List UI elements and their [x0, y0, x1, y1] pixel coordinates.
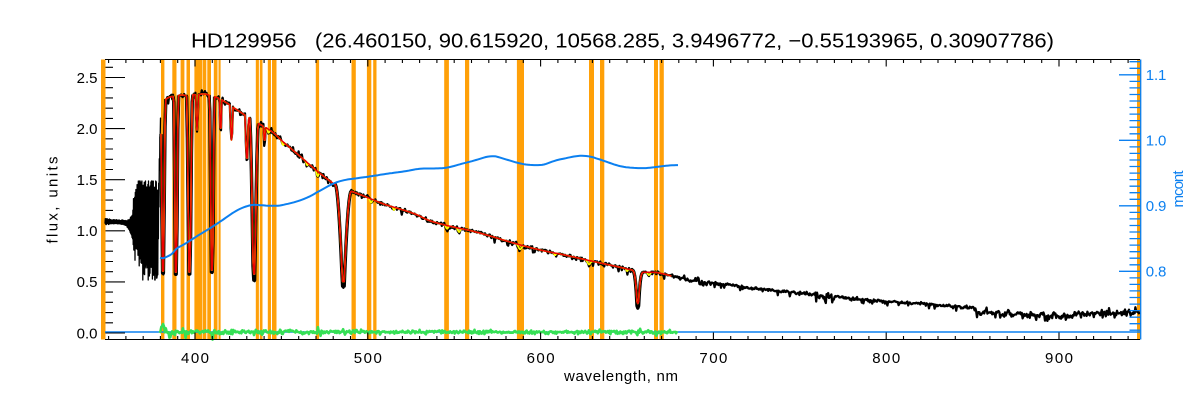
svg-text:0.8: 0.8	[1146, 264, 1167, 281]
svg-text:800: 800	[872, 350, 900, 367]
svg-text:0.0: 0.0	[77, 325, 98, 342]
svg-text:1.0: 1.0	[77, 223, 98, 240]
svg-text:0.5: 0.5	[77, 274, 98, 291]
svg-text:400: 400	[181, 350, 209, 367]
svg-text:700: 700	[699, 350, 727, 367]
svg-text:1.0: 1.0	[1146, 133, 1167, 150]
svg-text:HD129956 (26.460150, 90.6159: HD129956 (26.460150, 90.615920, 10568.28…	[191, 31, 1054, 53]
svg-text:2.5: 2.5	[77, 70, 98, 87]
svg-text:2.0: 2.0	[77, 121, 98, 138]
svg-text:mcont: mcont	[1170, 170, 1187, 208]
svg-text:1.5: 1.5	[77, 172, 98, 189]
svg-text:1.1: 1.1	[1146, 67, 1167, 84]
svg-text:900: 900	[1045, 350, 1073, 367]
svg-text:600: 600	[527, 350, 555, 367]
svg-text:wavelength, nm: wavelength, nm	[563, 368, 678, 385]
svg-text:500: 500	[354, 350, 382, 367]
svg-text:0.9: 0.9	[1146, 198, 1167, 215]
